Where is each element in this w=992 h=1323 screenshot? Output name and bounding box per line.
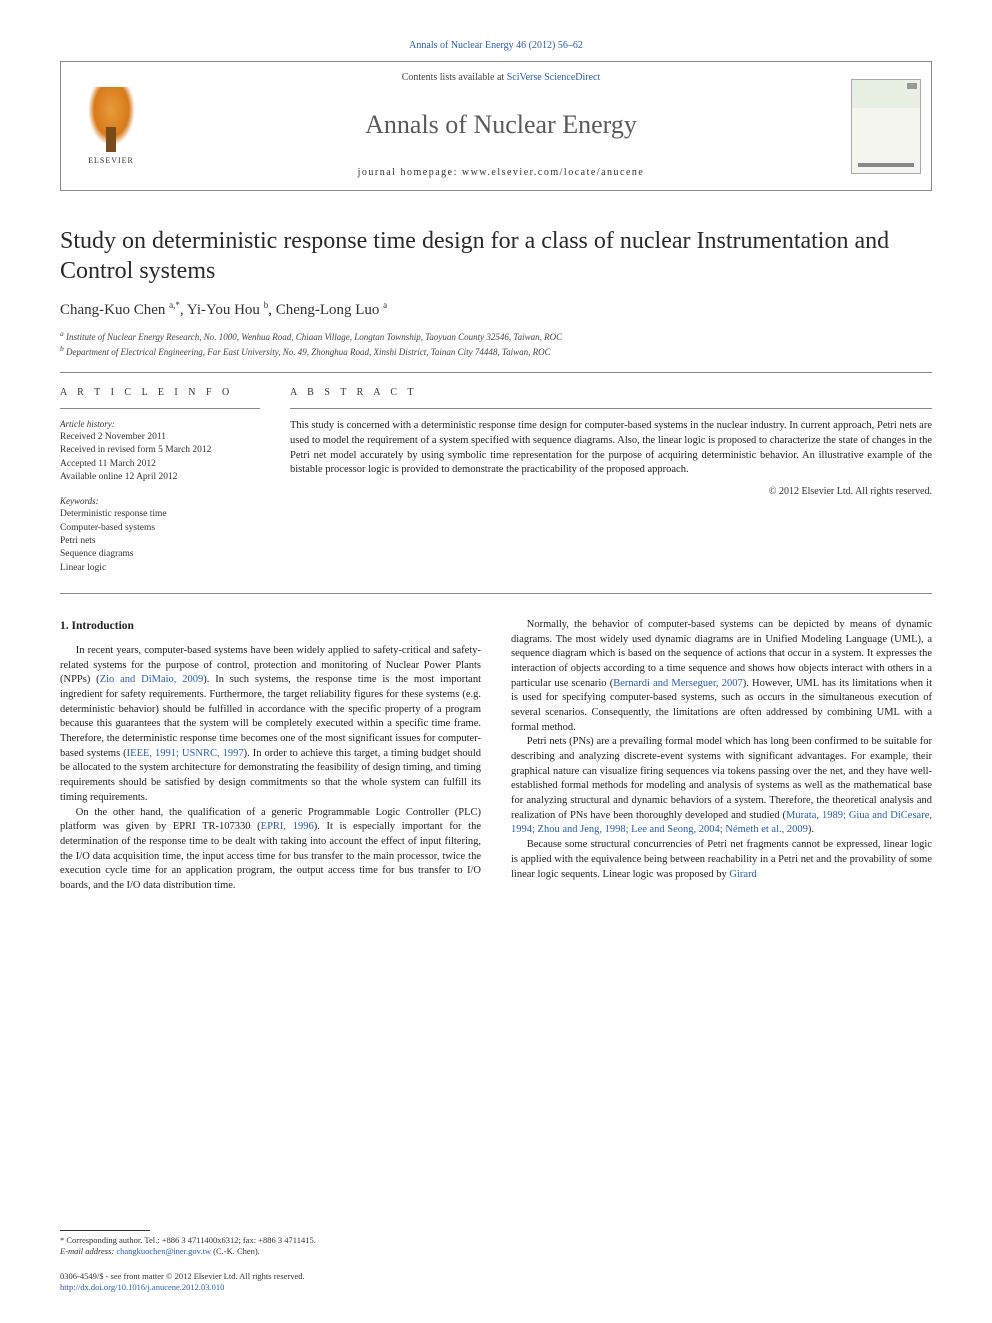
homepage-prefix: journal homepage:: [358, 167, 462, 178]
contents-lists-line: Contents lists available at SciVerse Sci…: [402, 72, 601, 83]
abstract-text: This study is concerned with a determini…: [290, 419, 932, 478]
publisher-logo-cell: ELSEVIER: [61, 62, 161, 190]
journal-name: Annals of Nuclear Energy: [365, 110, 637, 140]
history-line: Received in revised form 5 March 2012: [60, 444, 260, 457]
elsevier-tree-icon: [84, 87, 139, 152]
history-heading: Article history:: [60, 419, 260, 429]
keyword: Petri nets: [60, 535, 260, 548]
divider: [60, 593, 932, 594]
keyword: Sequence diagrams: [60, 548, 260, 561]
abstract-copyright: © 2012 Elsevier Ltd. All rights reserved…: [290, 486, 932, 497]
corresponding-author-note: * Corresponding author. Tel.: +886 3 471…: [60, 1235, 932, 1246]
journal-homepage: journal homepage: www.elsevier.com/locat…: [358, 167, 645, 178]
abstract-column: A B S T R A C T This study is concerned …: [290, 387, 932, 575]
keyword: Linear logic: [60, 562, 260, 575]
publisher-name: ELSEVIER: [88, 156, 134, 165]
email-author-suffix: (C.-K. Chen).: [213, 1246, 260, 1256]
journal-cover-thumbnail: [851, 79, 921, 174]
email-label: E-mail address:: [60, 1246, 114, 1256]
keywords-block: Deterministic response timeComputer-base…: [60, 508, 260, 574]
history-block: Received 2 November 2011Received in revi…: [60, 431, 260, 484]
history-line: Accepted 11 March 2012: [60, 458, 260, 471]
divider: [290, 408, 932, 409]
keyword: Computer-based systems: [60, 522, 260, 535]
front-matter-line: 0306-4549/$ - see front matter © 2012 El…: [60, 1271, 932, 1282]
info-abstract-row: A R T I C L E I N F O Article history: R…: [60, 373, 932, 593]
page-footer: * Corresponding author. Tel.: +886 3 471…: [60, 1230, 932, 1293]
author-email-link[interactable]: changkuochen@iner.gov.tw: [116, 1246, 211, 1256]
author-list: Chang-Kuo Chen a,*, Yi-You Hou b, Cheng-…: [60, 300, 932, 319]
history-line: Received 2 November 2011: [60, 431, 260, 444]
section-heading: 1. Introduction: [60, 618, 481, 634]
email-line: E-mail address: changkuochen@iner.gov.tw…: [60, 1246, 932, 1257]
affiliations: a Institute of Nuclear Energy Research, …: [60, 329, 932, 358]
journal-header: ELSEVIER Contents lists available at Sci…: [60, 61, 932, 191]
history-line: Available online 12 April 2012: [60, 471, 260, 484]
article-title: Study on deterministic response time des…: [60, 226, 932, 286]
elsevier-logo: ELSEVIER: [76, 81, 146, 171]
body-paragraph: Because some structural concurrencies of…: [511, 838, 932, 882]
keywords-heading: Keywords:: [60, 496, 260, 506]
body-paragraph: In recent years, computer-based systems …: [60, 644, 481, 806]
doi-line: http://dx.doi.org/10.1016/j.anucene.2012…: [60, 1282, 932, 1293]
cover-cell: [841, 62, 931, 190]
body-columns: 1. Introduction In recent years, compute…: [60, 618, 932, 894]
sciencedirect-link[interactable]: SciVerse ScienceDirect: [507, 72, 601, 83]
doi-link[interactable]: http://dx.doi.org/10.1016/j.anucene.2012…: [60, 1282, 224, 1292]
divider: [60, 408, 260, 409]
homepage-url[interactable]: www.elsevier.com/locate/anucene: [462, 167, 644, 178]
citation-link[interactable]: Annals of Nuclear Energy 46 (2012) 56–62: [60, 40, 932, 51]
body-paragraph: Petri nets (PNs) are a prevailing formal…: [511, 735, 932, 838]
contents-prefix: Contents lists available at: [402, 72, 507, 83]
keyword: Deterministic response time: [60, 508, 260, 521]
article-info-heading: A R T I C L E I N F O: [60, 387, 260, 398]
footnote-rule: [60, 1230, 150, 1231]
header-center: Contents lists available at SciVerse Sci…: [161, 62, 841, 190]
abstract-heading: A B S T R A C T: [290, 387, 932, 398]
article-info-column: A R T I C L E I N F O Article history: R…: [60, 387, 260, 575]
body-paragraph: On the other hand, the qualification of …: [60, 806, 481, 894]
body-paragraph: Normally, the behavior of computer-based…: [511, 618, 932, 736]
